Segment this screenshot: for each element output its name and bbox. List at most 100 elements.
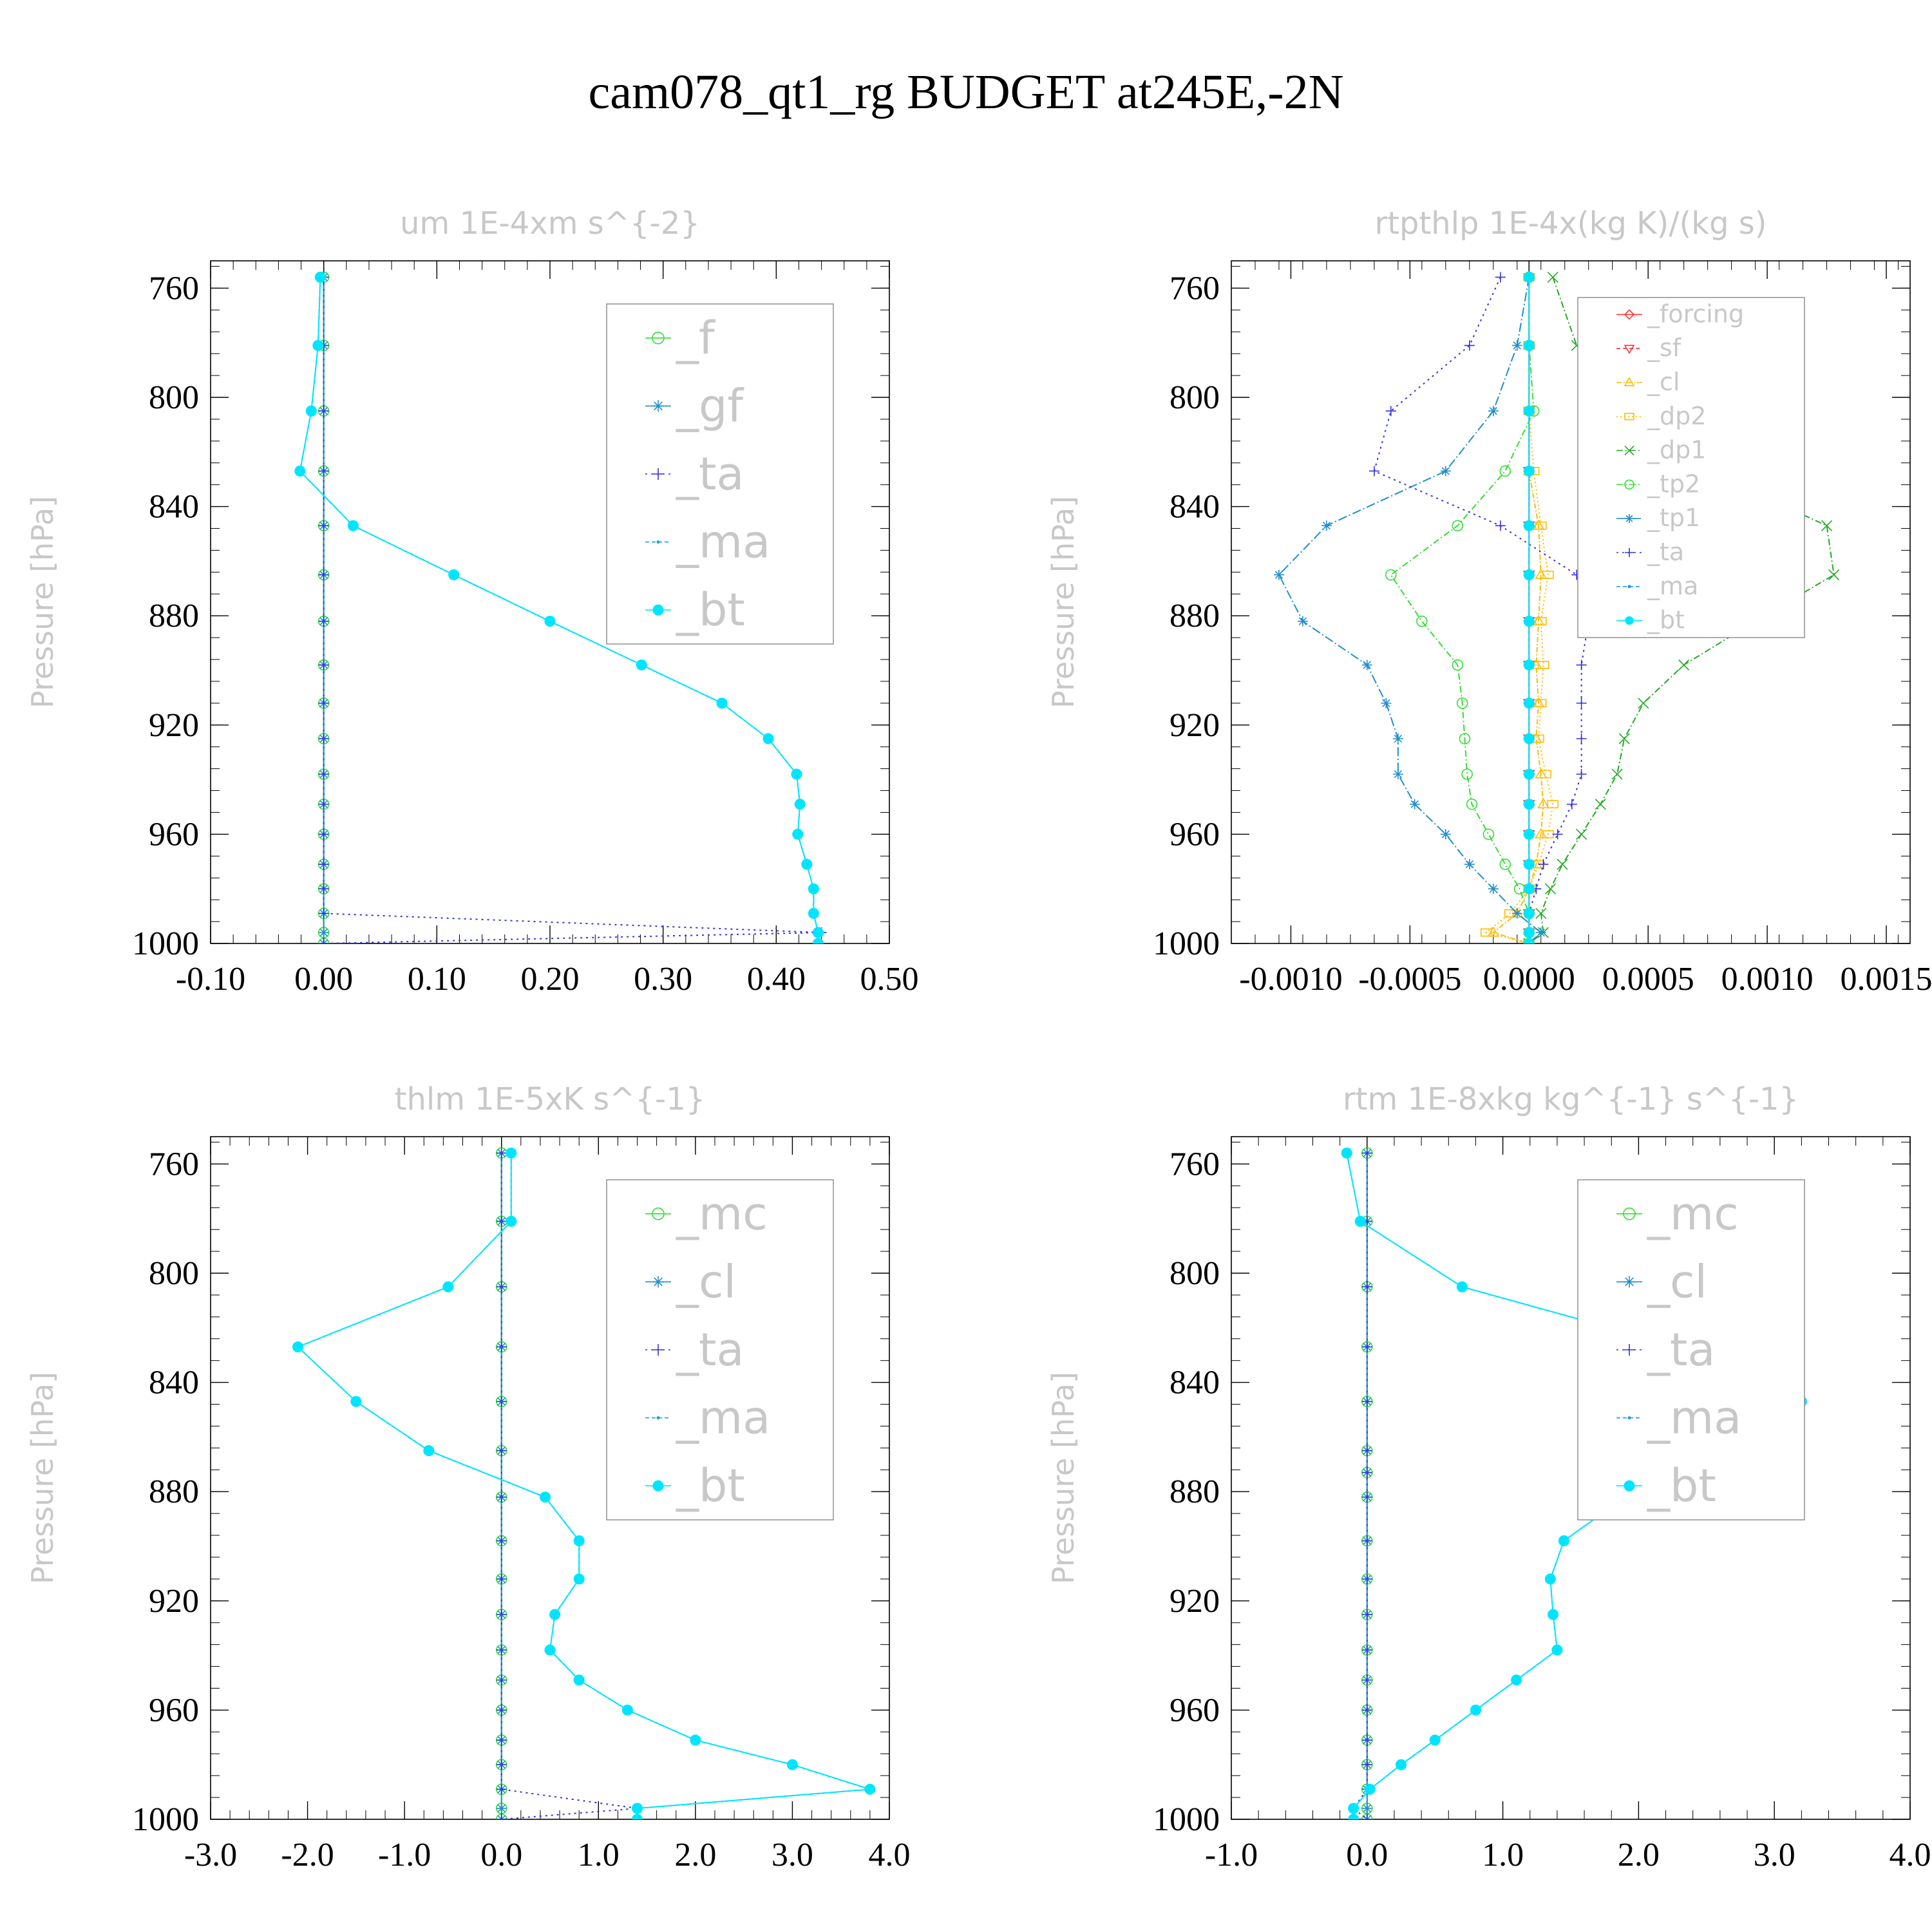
y-tick-label: 880 bbox=[1170, 598, 1220, 634]
data-point bbox=[1416, 615, 1428, 627]
data-point bbox=[318, 406, 329, 417]
legend-marker bbox=[652, 1208, 665, 1220]
x-tick-label: 1.0 bbox=[1482, 1837, 1524, 1873]
data-point bbox=[1361, 1148, 1372, 1159]
data-point bbox=[1385, 569, 1397, 581]
data-point bbox=[1456, 697, 1468, 709]
data-point bbox=[1535, 521, 1547, 530]
data-point bbox=[1678, 659, 1690, 671]
data-point bbox=[496, 1814, 507, 1819]
panel-1: um 1E-4xm s^{-2} Pressure [hPa] 760 800 840 8… bbox=[25, 205, 919, 998]
data-point bbox=[305, 405, 317, 417]
data-point bbox=[1828, 569, 1840, 581]
data-point bbox=[1511, 1674, 1522, 1686]
data-point bbox=[1523, 883, 1535, 895]
data-point bbox=[496, 1282, 507, 1293]
y-tick-label: 1000 bbox=[1153, 925, 1220, 962]
data-point bbox=[496, 1674, 507, 1685]
data-point bbox=[1499, 465, 1511, 477]
legend-label: _gf bbox=[676, 379, 744, 432]
data-point bbox=[1361, 1573, 1372, 1584]
y-tick-label: 960 bbox=[149, 816, 199, 853]
data-point bbox=[496, 1535, 507, 1546]
legend-label: _cl bbox=[676, 1255, 736, 1308]
series-group bbox=[1273, 270, 1840, 943]
legend-marker bbox=[656, 540, 660, 544]
data-point bbox=[1488, 406, 1499, 417]
data-point bbox=[1576, 659, 1587, 670]
data-point bbox=[1547, 800, 1559, 809]
data-point bbox=[1440, 829, 1451, 840]
data-point bbox=[1364, 1783, 1376, 1795]
plot-frame bbox=[1231, 1136, 1911, 1820]
legend-marker bbox=[652, 1344, 664, 1356]
y-tick-label: 960 bbox=[1170, 1692, 1220, 1728]
data-point bbox=[1576, 828, 1587, 840]
data-point bbox=[1361, 1759, 1372, 1770]
series-line-dp2 bbox=[1484, 277, 1554, 943]
data-point bbox=[1361, 1814, 1372, 1819]
data-point bbox=[621, 1704, 634, 1716]
data-point bbox=[549, 1609, 561, 1620]
legend-label: _ta bbox=[1647, 538, 1684, 566]
data-point bbox=[1395, 1759, 1407, 1770]
data-point bbox=[1523, 828, 1535, 840]
x-tick-label: 0.00 bbox=[294, 961, 353, 998]
y-tick-label: 840 bbox=[149, 489, 199, 526]
data-point bbox=[1297, 616, 1308, 627]
plot-frame bbox=[210, 1136, 890, 1820]
data-point bbox=[1368, 466, 1379, 477]
data-point bbox=[1523, 768, 1535, 780]
data-point bbox=[1361, 1341, 1372, 1352]
data-point bbox=[496, 1216, 507, 1227]
legend-marker bbox=[652, 1276, 664, 1288]
legend-label: _tp2 bbox=[1647, 469, 1700, 498]
data-point bbox=[794, 799, 806, 810]
data-point bbox=[1361, 1735, 1372, 1746]
data-point bbox=[1381, 697, 1392, 708]
data-point bbox=[1495, 272, 1506, 283]
data-point bbox=[496, 1445, 507, 1456]
data-point bbox=[1348, 1814, 1359, 1819]
data-point bbox=[762, 733, 774, 744]
data-point bbox=[496, 1784, 507, 1795]
data-point bbox=[1576, 697, 1587, 708]
data-point bbox=[1459, 733, 1471, 744]
data-point bbox=[1488, 884, 1499, 895]
data-point bbox=[716, 697, 728, 709]
y-tick-label: 920 bbox=[149, 707, 199, 744]
data-point bbox=[1535, 617, 1547, 626]
x-tick-label: 0.0 bbox=[480, 1837, 522, 1873]
data-point bbox=[1361, 659, 1372, 670]
data-point bbox=[1537, 798, 1549, 809]
legend-marker bbox=[1627, 585, 1631, 589]
data-point bbox=[1361, 1492, 1372, 1502]
figure-title: cam078_qt1_rg BUDGET at245E,-2N bbox=[589, 65, 1344, 119]
y-tick-label: 1000 bbox=[1153, 1801, 1220, 1838]
y-tick-label: 920 bbox=[149, 1583, 199, 1620]
data-point bbox=[318, 829, 329, 840]
data-point bbox=[808, 883, 819, 895]
legend-marker bbox=[652, 604, 664, 616]
plot-frame bbox=[1231, 260, 1911, 944]
data-point bbox=[1321, 520, 1332, 531]
y-tick-label: 760 bbox=[149, 1146, 199, 1182]
data-point bbox=[292, 1341, 304, 1353]
x-tick-label: 0.50 bbox=[860, 961, 919, 998]
x-tick-label: -1.0 bbox=[1205, 1837, 1258, 1873]
data-point bbox=[1537, 661, 1549, 669]
legend-label: _ma bbox=[676, 516, 770, 569]
legend-label: _bt bbox=[1647, 1459, 1716, 1512]
data-point bbox=[1523, 799, 1535, 810]
y-tick-label: 760 bbox=[1170, 1146, 1220, 1182]
data-point bbox=[1535, 927, 1546, 938]
x-tick-label: -0.0010 bbox=[1239, 961, 1342, 998]
x-tick-label: 0.0010 bbox=[1721, 961, 1814, 998]
data-point bbox=[1464, 340, 1475, 351]
y-axis-label: Pressure [hPa] bbox=[1046, 1372, 1081, 1584]
y-tick-label: 840 bbox=[1170, 1365, 1220, 1401]
data-point bbox=[1461, 768, 1473, 780]
legend-marker bbox=[652, 1480, 664, 1492]
y-tick-label: 800 bbox=[149, 379, 199, 416]
